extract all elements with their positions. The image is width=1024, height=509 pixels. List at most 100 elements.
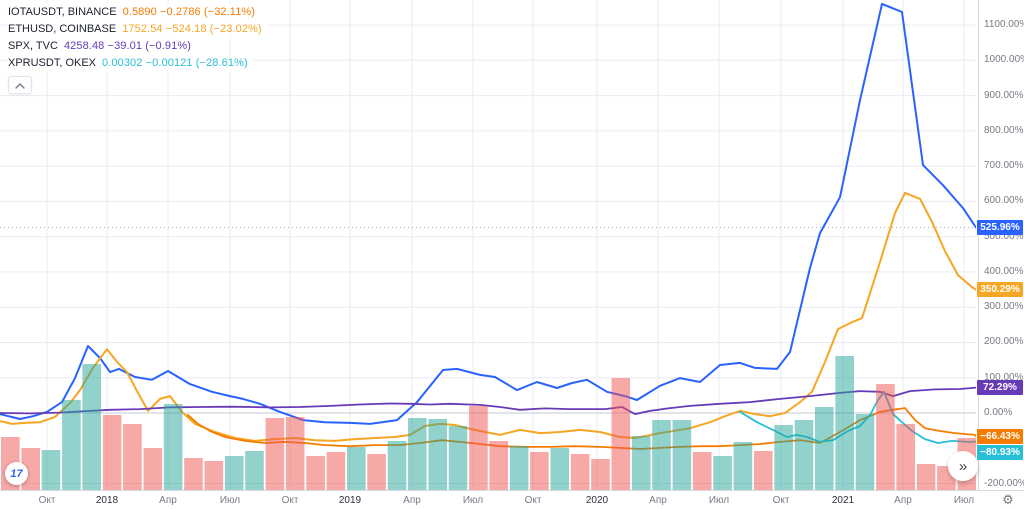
go-to-realtime-button[interactable]: » <box>948 451 978 481</box>
volume-bar <box>469 406 488 490</box>
volume-bar <box>102 415 122 490</box>
volume-bar <box>489 441 508 490</box>
legend-row-spx[interactable]: SPX, TVC 4258.48 −39.01 (−0.91%) <box>8 38 198 55</box>
x-tick-month-label: Июл <box>708 495 730 506</box>
x-tick-month-label: Апр <box>894 495 912 506</box>
gear-icon: ⚙ <box>1002 491 1014 507</box>
volume-bar <box>672 420 692 490</box>
y-tick-label: 1000.00% <box>984 54 1024 66</box>
price-tag[interactable]: 72.29% <box>977 380 1023 395</box>
volume-bar <box>733 442 753 490</box>
x-tick-year-label: 2020 <box>585 495 609 506</box>
legend-row-iotausdt[interactable]: IOTAUSDT, BINANCE 0.5890 −0.2786 (−32.11%… <box>8 4 262 21</box>
volume-bar <box>835 356 854 490</box>
tradingview-logo-icon: 17 <box>10 467 23 480</box>
volume-bar <box>692 452 712 490</box>
x-tick-month-label: Апр <box>159 495 177 506</box>
volume-bar <box>876 384 895 490</box>
legend-symbol: SPX, TVC <box>8 40 58 52</box>
volume-bar <box>143 448 163 490</box>
volume-bar <box>631 436 651 490</box>
axis-settings-button[interactable]: ⚙ <box>992 490 1024 509</box>
volume-bar <box>754 451 773 490</box>
y-tick-label: 900.00% <box>984 89 1024 101</box>
x-tick-month-label: Июл <box>462 495 484 506</box>
x-tick-month-label: Июл <box>953 495 975 506</box>
volume-bar <box>713 456 732 490</box>
y-tick-label: 700.00% <box>984 160 1024 172</box>
volume-bar <box>184 458 203 490</box>
volume-bar <box>367 454 386 490</box>
double-chevron-right-icon: » <box>958 457 968 475</box>
volume-bar <box>224 456 244 490</box>
legend: IOTAUSDT, BINANCE 0.5890 −0.2786 (−32.11%… <box>8 4 268 94</box>
legend-symbol: ETHUSD, COINBASE <box>8 23 117 35</box>
volume-bar <box>509 446 529 490</box>
x-tick-month-label: Окт <box>281 495 299 506</box>
volume-bar <box>896 424 915 490</box>
tradingview-logo[interactable]: 17 <box>5 462 28 485</box>
x-tick-month-label: Окт <box>38 495 56 506</box>
legend-rows: IOTAUSDT, BINANCE 0.5890 −0.2786 (−32.11%… <box>8 4 268 72</box>
volume-bar <box>123 424 142 490</box>
volume-bar <box>285 417 305 490</box>
legend-symbol: XPRUSDT, OKEX <box>8 57 97 69</box>
volume-bar <box>815 407 834 490</box>
volume-bar <box>774 425 793 490</box>
y-tick-label: 1100.00% <box>984 19 1024 31</box>
price-tag[interactable]: −66.43% <box>977 428 1023 444</box>
legend-values: 0.5890 −0.2786 (−32.11%) <box>122 6 256 18</box>
volume-bar <box>611 378 631 490</box>
volume-bar <box>652 420 671 490</box>
x-tick-month-label: Окт <box>524 495 542 506</box>
volume-bar <box>408 418 427 490</box>
volume-bar <box>570 454 590 490</box>
y-tick-label: 800.00% <box>984 124 1024 136</box>
volume-bars <box>1 356 976 490</box>
legend-row-xprusdt[interactable]: XPRUSDT, OKEX 0.00302 −0.00121 (−28.61%) <box>8 55 254 72</box>
y-tick-label: 500.00% <box>984 230 1024 242</box>
x-tick-year-label: 2019 <box>338 495 362 506</box>
y-tick-label: 200.00% <box>984 336 1024 348</box>
volume-bar <box>448 426 468 490</box>
price-tag[interactable]: 350.29% <box>977 281 1023 297</box>
volume-bar <box>916 464 936 490</box>
y-tick-label: -200.00% <box>984 477 1024 489</box>
y-tick-label: 300.00% <box>984 301 1024 313</box>
volume-bar <box>82 364 101 490</box>
chevron-up-icon <box>15 76 25 94</box>
series-ETHUSD <box>0 191 976 442</box>
series-IOTAUSDT-main <box>0 2 976 425</box>
x-tick-year-label: 2021 <box>831 495 855 506</box>
y-tick-label: 400.00% <box>984 265 1024 277</box>
x-tick-month-label: Июл <box>219 495 241 506</box>
legend-values: 0.00302 −0.00121 (−28.61%) <box>102 57 248 69</box>
volume-bar <box>41 450 61 490</box>
legend-collapse-button[interactable] <box>8 76 32 94</box>
y-tick-label: 0.00% <box>984 407 1013 418</box>
legend-values: 4258.48 −39.01 (−0.91%) <box>63 40 192 52</box>
volume-bar <box>347 447 366 490</box>
volume-bar <box>855 414 875 490</box>
volume-bar <box>387 441 407 490</box>
price-tag[interactable]: −80.93% <box>977 444 1023 460</box>
volume-bar <box>306 456 325 490</box>
x-tick-year-label: 2018 <box>95 495 119 506</box>
legend-row-ethusd[interactable]: ETHUSD, COINBASE 1752.54 −524.18 (−23.02%… <box>8 21 268 38</box>
time-axis[interactable]: Окт 2018 Апр Июл Окт 2019 Апр Июл Окт 2020 Апр Июл О… <box>0 490 1024 509</box>
x-tick-month-label: Апр <box>649 495 667 506</box>
price-tags-layer: 525.96% 350.29% 72.29% −66.43% −80.93% <box>977 0 1024 490</box>
volume-bar <box>794 420 814 490</box>
volume-bar <box>530 452 549 490</box>
volume-bar <box>591 459 610 490</box>
volume-bar <box>62 400 81 490</box>
volume-bar <box>326 452 346 490</box>
volume-bar <box>428 419 447 490</box>
volume-bar <box>245 451 264 490</box>
volume-bar <box>204 461 224 490</box>
price-tag[interactable]: 525.96% <box>977 220 1023 235</box>
volume-bar <box>163 404 183 490</box>
price-axis[interactable]: 1100.00% 1000.00% 900.00% 800.00% 700.00% 600… <box>979 0 1024 490</box>
